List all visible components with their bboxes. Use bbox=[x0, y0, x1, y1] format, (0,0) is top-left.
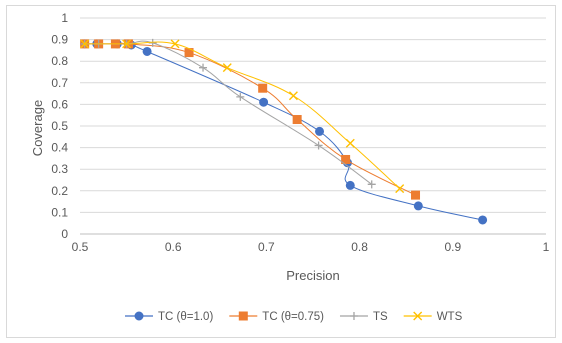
x-axis-title: Precision bbox=[286, 268, 339, 283]
x-tick-label: 1 bbox=[543, 240, 550, 254]
data-point bbox=[478, 215, 488, 225]
y-tick-label: 0.9 bbox=[51, 33, 68, 47]
legend-item: TS bbox=[339, 311, 388, 323]
data-point bbox=[395, 184, 405, 194]
data-point bbox=[367, 180, 376, 189]
data-point bbox=[345, 180, 355, 190]
legend-label: TC (θ=1.0) bbox=[158, 311, 213, 323]
series-2 bbox=[80, 39, 421, 200]
data-point bbox=[258, 83, 268, 93]
data-point bbox=[413, 201, 423, 211]
y-tick-labels: 0 0.1 0.2 0.3 0.4 0.5 0.6 0.7 0.8 0.9 1 bbox=[51, 11, 68, 241]
data-point bbox=[80, 39, 90, 49]
data-point bbox=[222, 63, 232, 73]
y-tick-label: 0.1 bbox=[51, 205, 68, 219]
data-point bbox=[236, 92, 245, 101]
chart-frame bbox=[6, 5, 556, 338]
data-point bbox=[259, 97, 269, 107]
x-tick-label: 0.5 bbox=[72, 240, 89, 254]
legend-label: WTS bbox=[437, 311, 463, 323]
data-point bbox=[288, 91, 298, 101]
legend-marker bbox=[238, 311, 248, 321]
x-tick-label: 0.8 bbox=[351, 240, 368, 254]
legend-item: WTS bbox=[403, 311, 463, 323]
legend-item: TC (θ=1.0) bbox=[125, 311, 213, 323]
data-point bbox=[341, 154, 351, 164]
y-tick-label: 0.2 bbox=[51, 184, 68, 198]
legend-label: TS bbox=[373, 311, 388, 323]
y-tick-label: 0.5 bbox=[51, 119, 68, 133]
y-tick-label: 0.4 bbox=[51, 141, 68, 155]
y-tick-label: 0.8 bbox=[51, 54, 68, 68]
y-tick-label: 0.7 bbox=[51, 76, 68, 90]
series-group bbox=[80, 38, 488, 225]
data-point bbox=[315, 126, 325, 136]
legend-marker bbox=[413, 311, 423, 321]
series-line bbox=[84, 41, 401, 190]
series-line bbox=[84, 42, 416, 196]
legend: TC (θ=1.0) TC (θ=0.75) TS WTS bbox=[125, 311, 463, 323]
data-point bbox=[292, 115, 302, 125]
y-tick-label: 0.6 bbox=[51, 97, 68, 111]
data-point bbox=[411, 190, 421, 200]
x-tick-labels: 0.5 0.6 0.7 0.8 0.9 1 bbox=[72, 240, 550, 254]
data-point bbox=[122, 39, 132, 49]
y-tick-label: 0.3 bbox=[51, 162, 68, 176]
x-tick-label: 0.6 bbox=[165, 240, 182, 254]
data-point bbox=[199, 63, 208, 72]
legend-marker bbox=[134, 311, 144, 321]
series-line bbox=[84, 43, 483, 221]
data-point bbox=[314, 141, 323, 150]
y-tick-label: 0 bbox=[61, 227, 68, 241]
legend-marker bbox=[349, 312, 358, 320]
legend-label: TC (θ=0.75) bbox=[262, 311, 324, 323]
gridlines bbox=[80, 17, 546, 235]
data-point bbox=[170, 39, 180, 49]
legend-item: TC (θ=0.75) bbox=[229, 311, 324, 323]
y-tick-label: 1 bbox=[61, 11, 68, 25]
x-tick-label: 0.7 bbox=[258, 240, 275, 254]
x-tick-label: 0.9 bbox=[444, 240, 461, 254]
data-point bbox=[345, 138, 355, 148]
series-1 bbox=[80, 39, 488, 225]
data-point bbox=[142, 46, 152, 56]
series-4 bbox=[80, 39, 405, 194]
series-line bbox=[84, 40, 373, 185]
y-axis-title: Coverage bbox=[30, 100, 45, 156]
